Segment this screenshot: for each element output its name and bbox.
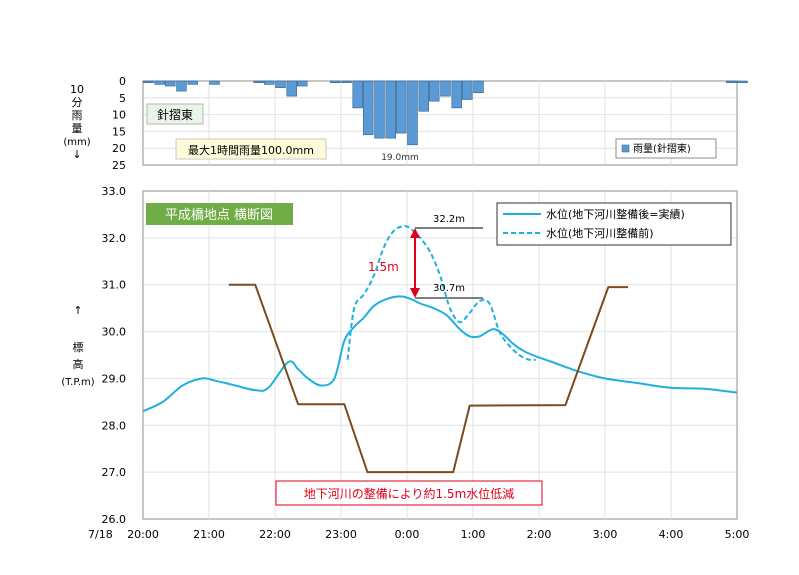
rainfall-bars [143, 80, 748, 146]
difference-arrow-head-up [410, 228, 420, 238]
max-rain-box [175, 138, 327, 160]
rainfall-bar [418, 80, 429, 112]
station-label-box [146, 103, 204, 125]
time-tick-label: 3:00 [593, 528, 618, 541]
reduction-note-box [275, 480, 543, 506]
wl-y-tick-label: 27.0 [102, 466, 127, 479]
rainfall-bar [341, 80, 352, 83]
chart-title: 平成橋地点 横断図 [165, 208, 273, 223]
rainfall-bar [462, 80, 473, 100]
rainfall-bar [374, 80, 385, 139]
wl-y-tick-label: 32.0 [102, 232, 127, 245]
rainfall-bar [275, 80, 286, 89]
difference-label: 1.5m [368, 260, 399, 274]
date-label: 7/18 [88, 528, 113, 541]
wl-y-label-line: 標 [73, 340, 84, 354]
rainfall-bar [330, 80, 341, 83]
reduction-note: 地下河川の整備により約1.5m水位低減 [304, 486, 515, 501]
water-level-y-axis-label: ↑ 標高 (T.P.m) [61, 304, 94, 388]
rain-legend-box [615, 138, 717, 159]
rainfall-bar [209, 80, 220, 85]
rain-y-tick-label: 0 [119, 75, 126, 88]
legend-solid-label: 水位(地下河川整備後=実績) [546, 207, 685, 221]
rainfall-bar [264, 80, 275, 85]
rainfall-bar [165, 80, 176, 87]
cross-section-line [228, 283, 629, 474]
time-tick-label: 21:00 [193, 528, 225, 541]
rainfall-bar [363, 80, 374, 136]
water-level-plot-frame [142, 190, 738, 520]
rain-y-label-line: 雨 [72, 109, 83, 122]
title-box [146, 203, 293, 225]
rain-y-tick-label: 20 [112, 142, 126, 155]
station-label: 針摺東 [157, 107, 193, 122]
rainfall-bar [297, 80, 308, 87]
rainfall-bar [451, 80, 462, 109]
water-level-panel: 33.0 32.0 31.0 30.0 29.0 28.0 27.0 26.0 20:00 21… [61, 185, 749, 541]
water-level-series [142, 225, 738, 474]
wl-y-tick-label: 31.0 [102, 279, 127, 292]
rain-y-label-line: 量 [72, 122, 83, 135]
rainfall-bar [385, 80, 396, 139]
time-tick-label: 22:00 [259, 528, 291, 541]
water-level-before-line [346, 225, 536, 362]
rain-y-tick-label: 10 [112, 109, 126, 122]
rainfall-bar [176, 80, 187, 92]
legend-dashed-label: 水位(地下河川整備前) [546, 226, 654, 240]
rain-y-label-line: ↓ [72, 148, 81, 161]
wl-y-tick-label: 29.0 [102, 372, 127, 385]
rain-legend-swatch [621, 144, 630, 153]
water-level-y-ticks: 33.0 32.0 31.0 30.0 29.0 28.0 27.0 26.0 [102, 185, 127, 526]
difference-arrow-head-down [410, 288, 420, 298]
wl-y-tick-label: 26.0 [102, 513, 127, 526]
rain-legend-label: 雨量(針摺東) [633, 142, 691, 155]
rainfall-y-ticks: 0 5 10 15 20 25 [112, 75, 126, 172]
rain-y-label-line: 分 [72, 96, 83, 109]
upper-value-label: 32.2m [433, 214, 465, 225]
rain-y-tick-label: 25 [112, 159, 126, 172]
rainfall-bar [737, 80, 748, 83]
rain-y-label-line: 10 [70, 83, 84, 96]
time-tick-label: 5:00 [725, 528, 750, 541]
time-tick-label: 4:00 [659, 528, 684, 541]
rainfall-bar [726, 80, 737, 83]
rainfall-bar [396, 80, 407, 134]
rainfall-bar [187, 80, 198, 85]
wl-legend-box [496, 202, 732, 246]
rainfall-bar [407, 80, 418, 146]
wl-y-label-line: ↑ [73, 304, 82, 317]
rainfall-bar [154, 80, 165, 85]
time-axis-ticks: 20:00 21:00 22:00 23:00 0:00 1:00 2:00 3:00 4:00… [127, 528, 749, 541]
wl-y-label-line: 高 [73, 357, 84, 371]
wl-y-label-line: (T.P.m) [61, 377, 94, 388]
rain-y-tick-label: 15 [112, 125, 126, 138]
rainfall-bar [473, 80, 484, 94]
wl-y-tick-label: 30.0 [102, 326, 127, 339]
time-tick-label: 1:00 [461, 528, 486, 541]
rain-y-tick-label: 5 [119, 92, 126, 105]
wl-y-tick-label: 28.0 [102, 419, 127, 432]
rainfall-bar [286, 80, 297, 97]
time-tick-label: 20:00 [127, 528, 159, 541]
water-level-after-line [142, 295, 738, 413]
rainfall-bar [440, 80, 451, 97]
wl-y-tick-label: 33.0 [102, 185, 127, 198]
rainfall-bar [429, 80, 440, 102]
peak-rain-label: 19.0mm [381, 153, 419, 163]
rain-y-label-line: (mm) [63, 137, 90, 148]
rainfall-bar [352, 80, 363, 109]
rainfall-bar [253, 80, 264, 83]
rainfall-bar [143, 80, 154, 83]
lower-value-label: 30.7m [433, 283, 465, 294]
time-tick-label: 0:00 [395, 528, 420, 541]
time-tick-label: 23:00 [325, 528, 357, 541]
max-rain-label: 最大1時間雨量100.0mm [188, 143, 314, 157]
time-tick-label: 2:00 [527, 528, 552, 541]
